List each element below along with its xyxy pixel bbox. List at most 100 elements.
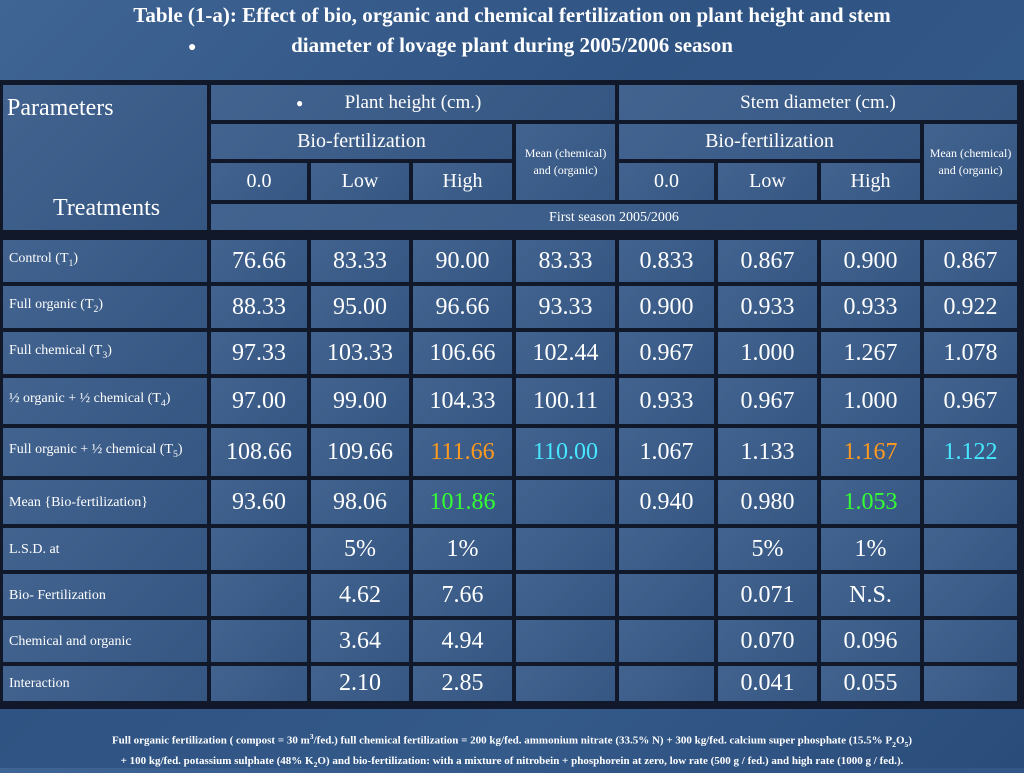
data-value: 1%: [446, 535, 479, 562]
data-cell: 0.071: [718, 574, 817, 616]
data-cell: 0.070: [718, 620, 817, 662]
data-cell: 88.33: [211, 286, 307, 328]
data-cell: 108.66: [211, 428, 307, 476]
data-value: 3.64: [339, 627, 381, 654]
mean-chemical-organic-label: Mean (chemical) and (organic): [929, 146, 1012, 177]
data-cell: 0.933: [718, 286, 817, 328]
row-label: Full organic + ½ chemical (T5): [9, 440, 183, 464]
data-cell: [924, 528, 1017, 570]
data-value: 102.44: [532, 339, 599, 366]
row-label-sub: 3: [102, 349, 108, 361]
level-label: High: [442, 170, 483, 192]
data-cell: 102.44: [516, 332, 615, 374]
data-cell: 97.33: [211, 332, 307, 374]
data-cell: 0.096: [821, 620, 920, 662]
data-cell: [619, 620, 714, 662]
data-cell: 101.86: [413, 480, 512, 524]
footnote-line-2: + 100 kg/fed. potassium sulphate (48% K2…: [120, 754, 904, 770]
stem-diameter-header: Stem diameter (cm.): [619, 85, 1017, 120]
data-value: 0.867: [740, 247, 795, 274]
data-value: 1.122: [943, 438, 998, 465]
bullet-icon: ●: [188, 40, 197, 55]
data-value: 5%: [751, 535, 784, 562]
row-label-cell: ½ organic + ½ chemical (T4): [3, 378, 207, 424]
data-cell: 97.00: [211, 378, 307, 424]
data-cell: 3.64: [311, 620, 409, 662]
plant-height-label: Plant height (cm.): [344, 91, 482, 113]
row-label-text: Full organic + ½ chemical (T: [9, 442, 173, 458]
mean-chemical-organic-header: Mean (chemical) and (organic): [516, 124, 615, 200]
data-cell: 0.967: [718, 378, 817, 424]
row-label: Full chemical (T3): [9, 341, 112, 365]
level-label: Low: [749, 170, 786, 192]
row-label-cell: Mean {Bio-fertilization}: [3, 480, 207, 524]
data-cell: 1.167: [821, 428, 920, 476]
data-value: 109.66: [327, 438, 393, 465]
data-cell: 7.66: [413, 574, 512, 616]
data-value: 0.055: [843, 670, 898, 696]
bio-fertilization-label: Bio-fertilization: [705, 130, 834, 152]
data-cell: 2.85: [413, 666, 512, 701]
row-label-tail: ): [98, 297, 104, 313]
data-cell: 1.267: [821, 332, 920, 374]
season-label: First season 2005/2006: [549, 209, 679, 225]
data-value: 90.00: [435, 247, 490, 274]
row-label-cell: Full organic + ½ chemical (T5): [3, 428, 207, 476]
row-label-tail: ): [177, 442, 183, 458]
mean-chemical-organic-header: Mean (chemical) and (organic): [924, 124, 1017, 200]
data-cell: 0.041: [718, 666, 817, 701]
results-table: Parameters Treatments Plant height (cm.) St…: [0, 80, 1024, 709]
parameters-label: Parameters: [7, 95, 114, 121]
data-cell: [924, 480, 1017, 524]
row-label-cell: Full chemical (T3): [3, 332, 207, 374]
bio-fertilization-header: Bio-fertilization: [619, 124, 920, 159]
row-label: Chemical and organic: [9, 632, 132, 651]
data-value: 1.267: [843, 339, 898, 366]
row-label-sub: 1: [68, 257, 74, 269]
data-cell: 99.00: [311, 378, 409, 424]
data-value: 1.000: [843, 387, 898, 414]
data-cell: 104.33: [413, 378, 512, 424]
row-label-cell: Interaction: [3, 666, 207, 701]
data-value: 104.33: [429, 387, 496, 414]
level-label: Low: [341, 170, 379, 192]
data-value: 0.096: [843, 627, 898, 654]
row-label-tail: ): [165, 391, 171, 407]
data-cell: 1.053: [821, 480, 920, 524]
title-line-1: Table (1-a): Effect of bio, organic and …: [133, 3, 891, 27]
data-cell: 96.66: [413, 286, 512, 328]
data-value: 0.933: [843, 293, 898, 320]
data-value: 99.00: [333, 387, 387, 414]
row-label-cell: Chemical and organic: [3, 620, 207, 662]
data-value: 0.967: [740, 387, 795, 414]
data-cell: [924, 620, 1017, 662]
parameters-cell: Parameters Treatments: [3, 85, 207, 230]
data-value: 0.071: [740, 581, 795, 608]
data-cell: N.S.: [821, 574, 920, 616]
data-cell: 95.00: [311, 286, 409, 328]
level-label: 0.0: [654, 170, 679, 192]
data-value: 4.62: [339, 581, 381, 608]
data-cell: 0.867: [718, 240, 817, 282]
data-cell: 100.11: [516, 378, 615, 424]
data-value: 88.33: [232, 293, 286, 320]
data-cell: [924, 666, 1017, 701]
row-label-tail: ): [107, 343, 112, 359]
data-cell: 0.940: [619, 480, 714, 524]
data-value: 1.133: [740, 438, 795, 465]
bio-fertilization-header: Bio-fertilization: [211, 124, 512, 159]
data-cell: [619, 666, 714, 701]
level-header: Low: [311, 163, 409, 200]
data-value: 93.33: [538, 293, 593, 320]
data-value: 7.66: [441, 581, 484, 608]
row-label-cell: Control (T1): [3, 240, 207, 282]
row-label: ½ organic + ½ chemical (T4): [9, 389, 170, 413]
data-value: 0.933: [740, 293, 795, 320]
season-header: First season 2005/2006: [211, 204, 1017, 230]
data-value: 97.00: [232, 387, 286, 414]
level-label: 0.0: [246, 170, 272, 192]
data-cell: 0.967: [924, 378, 1017, 424]
data-value: 2.10: [339, 670, 381, 696]
data-cell: 5%: [718, 528, 817, 570]
data-cell: 4.94: [413, 620, 512, 662]
